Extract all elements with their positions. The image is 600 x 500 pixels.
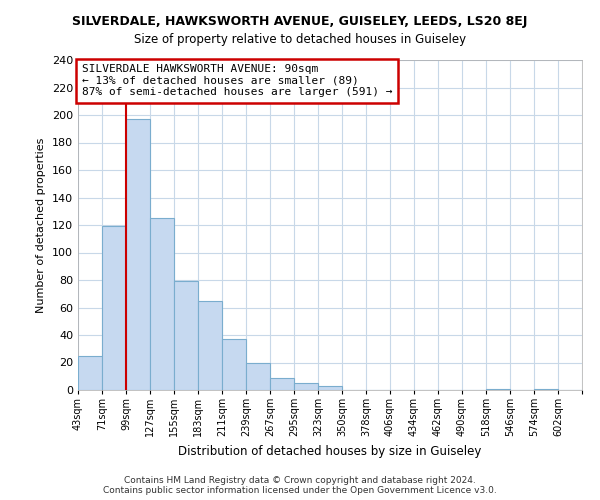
Bar [270,378,294,390]
Text: Contains HM Land Registry data © Crown copyright and database right 2024.
Contai: Contains HM Land Registry data © Crown c… [103,476,497,495]
Bar [222,339,246,390]
Bar [534,388,558,390]
Bar [150,218,174,390]
Text: SILVERDALE HAWKSWORTH AVENUE: 90sqm
← 13% of detached houses are smaller (89)
87: SILVERDALE HAWKSWORTH AVENUE: 90sqm ← 13… [82,64,392,98]
Bar [318,386,342,390]
Bar [486,388,510,390]
X-axis label: Distribution of detached houses by size in Guiseley: Distribution of detached houses by size … [178,444,482,458]
Bar [294,383,318,390]
Y-axis label: Number of detached properties: Number of detached properties [37,138,46,312]
Bar [174,282,198,390]
Bar [78,356,102,390]
Text: Size of property relative to detached houses in Guiseley: Size of property relative to detached ho… [134,32,466,46]
Bar [126,119,150,390]
Bar [102,226,126,390]
Bar [246,362,270,390]
Text: SILVERDALE, HAWKSWORTH AVENUE, GUISELEY, LEEDS, LS20 8EJ: SILVERDALE, HAWKSWORTH AVENUE, GUISELEY,… [73,15,527,28]
Bar [198,300,222,390]
